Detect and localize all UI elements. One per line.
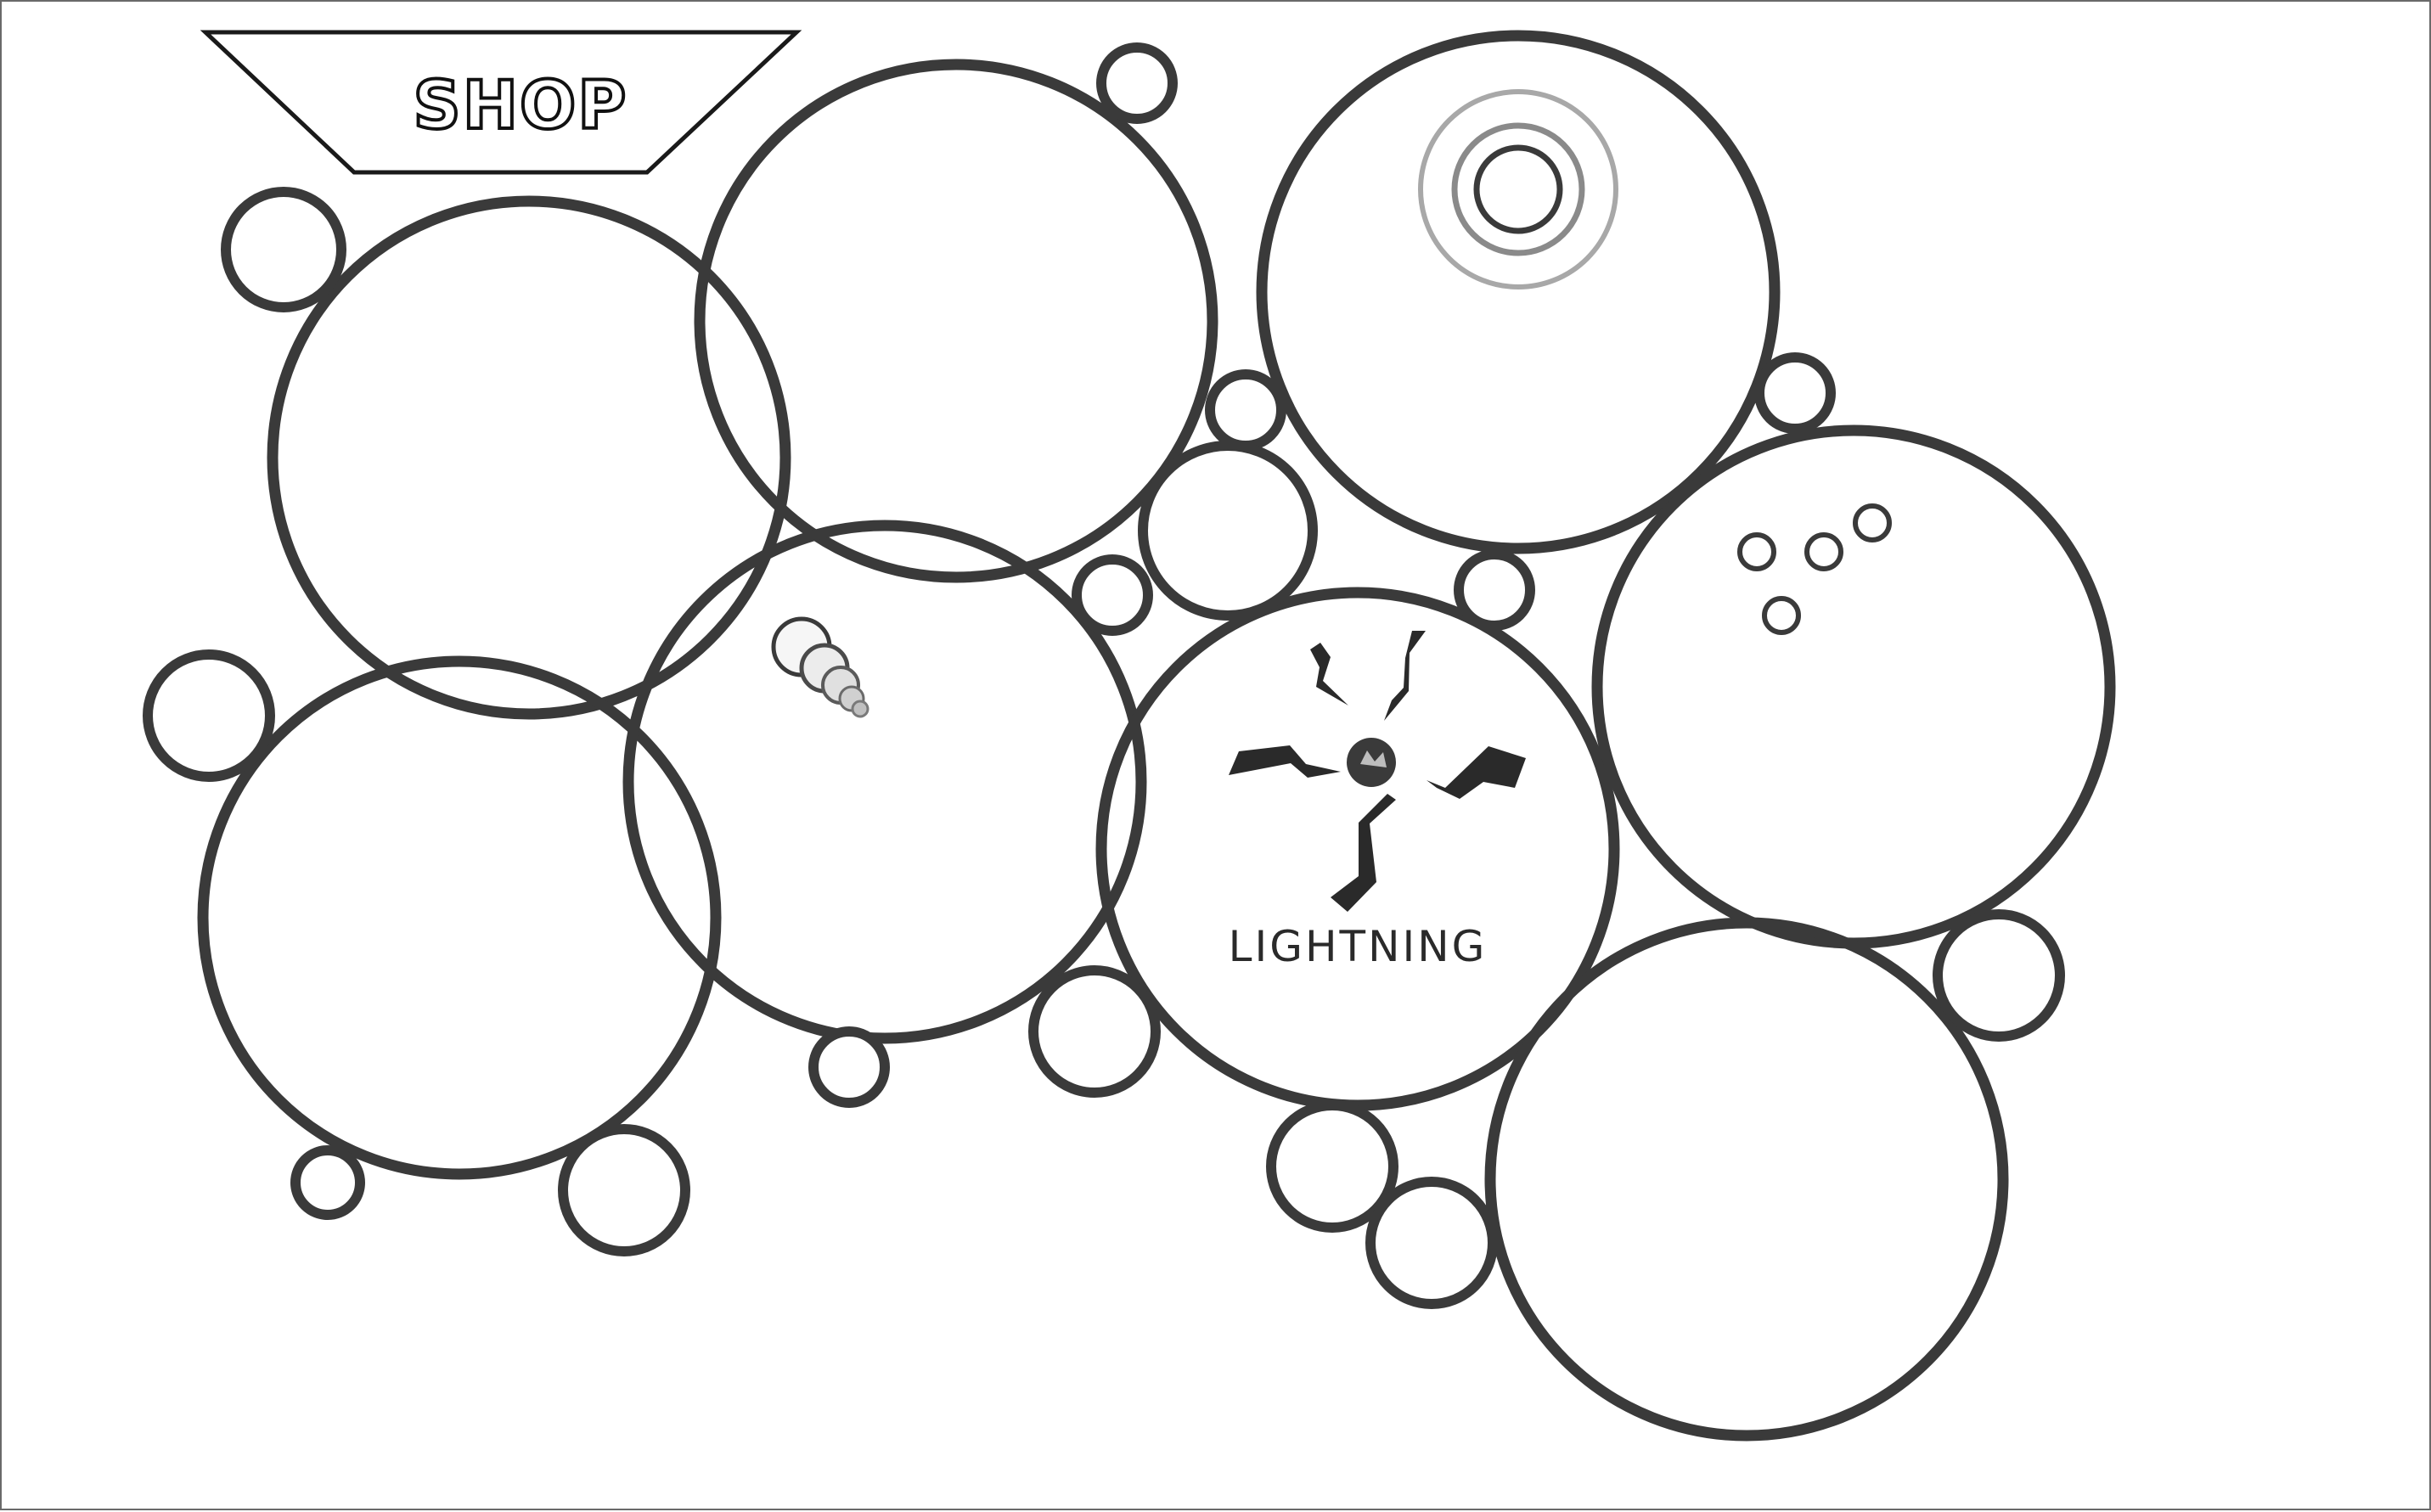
bubble-large-right[interactable]: [1591, 424, 2116, 949]
shop-label: SHOP: [414, 68, 628, 144]
lightning-label: LIGHTNING: [1229, 922, 1488, 971]
bubble-small[interactable]: [1205, 369, 1286, 451]
shop-button[interactable]: SHOP: [200, 30, 802, 175]
bubble-large-bottom-left[interactable]: [197, 655, 722, 1180]
bubble-small[interactable]: [221, 187, 346, 312]
bubble-small[interactable]: [1933, 909, 2065, 1042]
bubble-small[interactable]: [558, 1124, 690, 1256]
shop-banner-shape: [200, 30, 802, 175]
bubble-small[interactable]: [1028, 965, 1161, 1098]
bubble-small[interactable]: [808, 1026, 890, 1108]
bubble-small[interactable]: [143, 649, 275, 782]
bubble-large-center[interactable]: [622, 520, 1147, 1044]
lightning-icon: [1229, 631, 1526, 912]
bubble-small[interactable]: [1072, 554, 1153, 636]
bubble-small[interactable]: [290, 1145, 365, 1220]
bubble-large-top-middle[interactable]: [694, 59, 1218, 583]
bubble-large-top-left[interactable]: [267, 195, 791, 720]
bubble-large-bottom-right[interactable]: [1484, 917, 2009, 1442]
bubble-small[interactable]: [1454, 549, 1535, 631]
bubble-small[interactable]: [1365, 1177, 1498, 1309]
bubble-small[interactable]: [1096, 42, 1178, 124]
bubble-small[interactable]: [1266, 1100, 1398, 1233]
bubble-cluster-icon: [1737, 503, 1892, 635]
target-rings-icon: [1418, 89, 1618, 289]
bubble-small[interactable]: [1138, 441, 1318, 621]
bubble-trail-icon: [771, 616, 869, 718]
bubble-large-top-right[interactable]: [1256, 30, 1781, 554]
bubble-small[interactable]: [1754, 352, 1836, 434]
